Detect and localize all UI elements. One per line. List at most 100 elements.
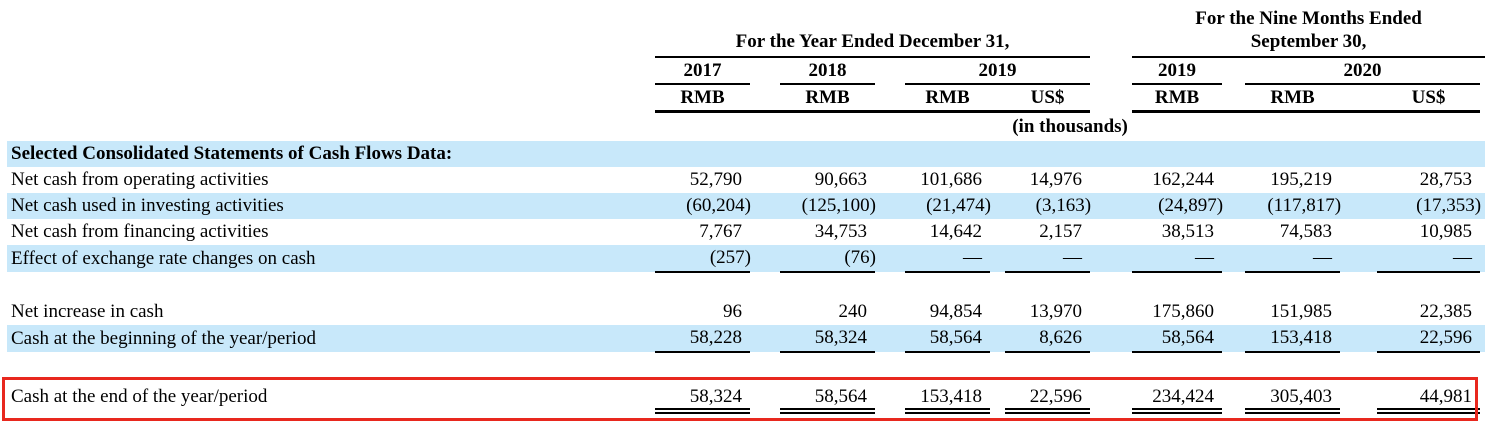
- table-row: Cash at the beginning of the year/period…: [7, 325, 1485, 353]
- cell-value: 305,403: [1245, 387, 1341, 414]
- value-cell: 58,564: [905, 325, 990, 353]
- column-gap: [1090, 219, 1132, 245]
- currency-header: US$: [1005, 84, 1091, 113]
- cell-value: 162,244: [1152, 169, 1215, 190]
- spacer-cell: [7, 352, 1485, 379]
- value-cell: 153,418: [1245, 325, 1341, 353]
- currency-header: RMB: [905, 84, 990, 113]
- cell-value: (117,817): [1267, 195, 1342, 216]
- value-cell: (3,163): [1005, 193, 1091, 219]
- empty-header-cell: [7, 84, 655, 111]
- column-gap: [750, 193, 780, 219]
- spacer-row: [7, 272, 1485, 299]
- value-cell: 240: [780, 299, 875, 325]
- column-gap: [875, 84, 905, 113]
- value-cell: 58,564: [1132, 325, 1223, 353]
- value-cell: —: [1377, 245, 1481, 273]
- cell-value: (21,474): [926, 195, 991, 216]
- column-gap: [1340, 325, 1377, 352]
- cell-value: 90,663: [814, 169, 867, 190]
- column-gap: [750, 299, 780, 325]
- column-gap: [1480, 219, 1485, 245]
- value-cell: 58,324: [655, 379, 750, 423]
- table-row: Net increase in cash 96 240 94,854 13,970 175…: [7, 299, 1485, 325]
- column-gap: [1222, 167, 1245, 193]
- column-gap: [750, 245, 780, 272]
- column-gap: [990, 245, 1005, 272]
- value-cell: (125,100): [780, 193, 876, 219]
- column-gap: [750, 325, 780, 352]
- group-header-year-ended: For the Year Ended December 31,: [655, 0, 1091, 58]
- units-note: (in thousands): [1012, 115, 1128, 137]
- group-header-year-ended-text: For the Year Ended December 31,: [735, 31, 1010, 52]
- currency-header: RMB: [1245, 84, 1341, 113]
- column-gap: [1480, 299, 1485, 325]
- value-cell: 22,596: [1377, 325, 1481, 353]
- value-cell: 151,985: [1245, 299, 1340, 325]
- row-label: Net cash from financing activities: [11, 221, 269, 242]
- year-header-2017: 2017: [655, 57, 750, 85]
- column-gap: [990, 325, 1005, 352]
- value-cell: 96: [655, 299, 750, 325]
- value-cell: 195,219: [1245, 167, 1340, 193]
- value-cell: (24,897): [1132, 193, 1224, 219]
- value-cell: 175,860: [1132, 299, 1222, 325]
- column-gap: [875, 193, 905, 219]
- cell-value: —: [1313, 247, 1333, 268]
- cell-value: 240: [838, 301, 868, 322]
- year-header-row: 2017 2018 2019 2019 2020: [7, 57, 1485, 85]
- row-label: Cash at the end of the year/period: [11, 386, 268, 407]
- value-cell: 14,642: [905, 219, 990, 245]
- column-gap: [750, 379, 780, 423]
- column-gap: [1480, 84, 1485, 111]
- column-gap: [990, 167, 1005, 193]
- cell-value: 38,513: [1161, 221, 1215, 242]
- year-header-2018: 2018: [780, 57, 875, 85]
- cell-value: 52,790: [689, 169, 742, 190]
- cell-value: (24,897): [1158, 195, 1224, 216]
- cell-value: —: [1063, 247, 1083, 268]
- column-gap: [1090, 57, 1132, 84]
- column-gap: [1222, 325, 1245, 352]
- cell-value: 234,424: [1132, 387, 1223, 414]
- value-cell: 44,981: [1377, 379, 1481, 423]
- currency-header: RMB: [780, 84, 875, 113]
- cell-value: 58,324: [814, 327, 867, 348]
- cell-value: 153,418: [1270, 327, 1333, 348]
- value-cell: 74,583: [1245, 219, 1340, 245]
- column-gap: [990, 299, 1005, 325]
- value-cell: 10,985: [1377, 219, 1480, 245]
- value-cell: 38,513: [1132, 219, 1222, 245]
- column-gap: [875, 299, 905, 325]
- value-cell: 153,418: [905, 379, 990, 423]
- table-row: Net cash used in investing activities (60…: [7, 193, 1485, 219]
- currency-header-row: RMB RMB RMB US$ RMB RMB US$: [7, 84, 1485, 113]
- table-row: Net cash from financing activities 7,767 3…: [7, 219, 1485, 245]
- year-header-2019-nine-months: 2019: [1132, 57, 1223, 85]
- value-cell: 28,753: [1377, 167, 1480, 193]
- value-cell: 13,970: [1005, 299, 1090, 325]
- column-gap: [1090, 193, 1132, 219]
- cell-value: 8,626: [1039, 327, 1083, 348]
- column-gap: [1480, 379, 1485, 423]
- cell-value: 101,686: [920, 169, 982, 190]
- cell-value: 153,418: [905, 387, 990, 414]
- value-cell: 2,157: [1005, 219, 1090, 245]
- value-cell: (21,474): [905, 193, 991, 219]
- value-cell: 305,403: [1245, 379, 1341, 423]
- column-gap: [875, 167, 905, 193]
- cell-value: 2,157: [1039, 221, 1083, 242]
- column-gap: [990, 84, 1005, 113]
- column-gap: [990, 379, 1005, 423]
- column-gap: [1340, 193, 1377, 219]
- value-cell: (17,353): [1377, 193, 1481, 219]
- cell-value: —: [1453, 247, 1473, 268]
- value-cell: (117,817): [1245, 193, 1342, 219]
- value-cell: —: [905, 245, 990, 273]
- currency-header: RMB: [655, 84, 750, 113]
- empty-header-cell: [7, 111, 655, 141]
- cell-value: 14,642: [929, 221, 982, 242]
- cell-value: 58,564: [1161, 327, 1215, 348]
- group-header-nine-months: For the Nine Months Ended September 30,: [1132, 0, 1485, 58]
- column-gap: [875, 57, 905, 84]
